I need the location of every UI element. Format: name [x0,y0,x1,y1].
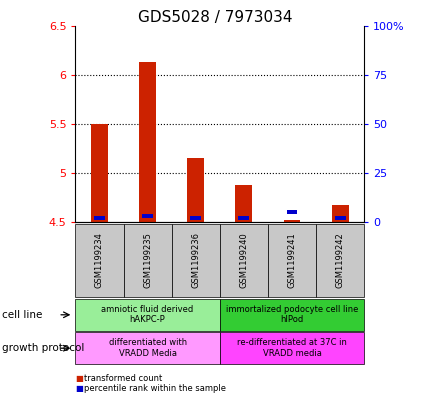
Text: immortalized podocyte cell line
hIPod: immortalized podocyte cell line hIPod [225,305,357,325]
Text: GSM1199242: GSM1199242 [335,233,344,288]
Text: amniotic fluid derived
hAKPC-P: amniotic fluid derived hAKPC-P [101,305,194,325]
Bar [142,214,153,218]
Text: GSM1199234: GSM1199234 [95,232,104,288]
Bar [91,124,108,222]
Text: percentile rank within the sample: percentile rank within the sample [84,384,225,393]
Text: GSM1199236: GSM1199236 [191,232,200,288]
Text: GDS5028 / 7973034: GDS5028 / 7973034 [138,10,292,25]
Text: GSM1199240: GSM1199240 [239,233,248,288]
Bar [235,185,252,222]
Bar [286,210,297,214]
Text: differentiated with
VRADD Media: differentiated with VRADD Media [108,338,186,358]
Bar [283,220,300,222]
Bar [190,216,201,220]
Text: cell line: cell line [2,310,43,320]
Text: GSM1199235: GSM1199235 [143,232,152,288]
Bar [334,216,345,220]
Text: ■: ■ [75,374,83,382]
Text: re-differentiated at 37C in
VRADD media: re-differentiated at 37C in VRADD media [237,338,346,358]
Bar [139,62,156,222]
Text: transformed count: transformed count [84,374,162,382]
Text: growth protocol: growth protocol [2,343,84,353]
Bar [187,158,204,222]
Text: ■: ■ [75,384,83,393]
Bar [238,216,249,220]
Bar [94,216,105,220]
Text: GSM1199241: GSM1199241 [287,233,296,288]
Bar [331,205,348,222]
